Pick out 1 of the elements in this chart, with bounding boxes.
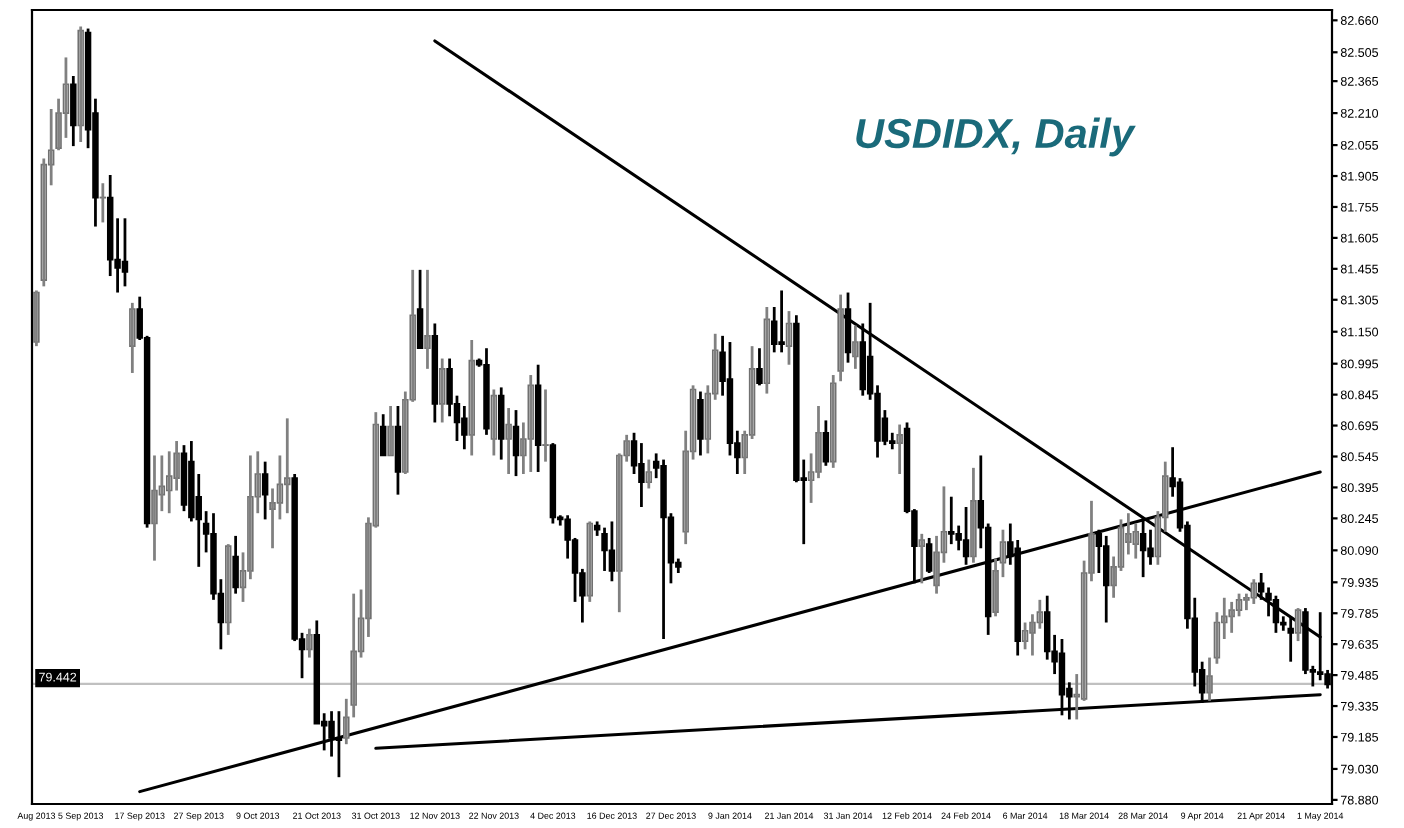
text: USDIDX, Daily (856, 117, 1136, 157)
